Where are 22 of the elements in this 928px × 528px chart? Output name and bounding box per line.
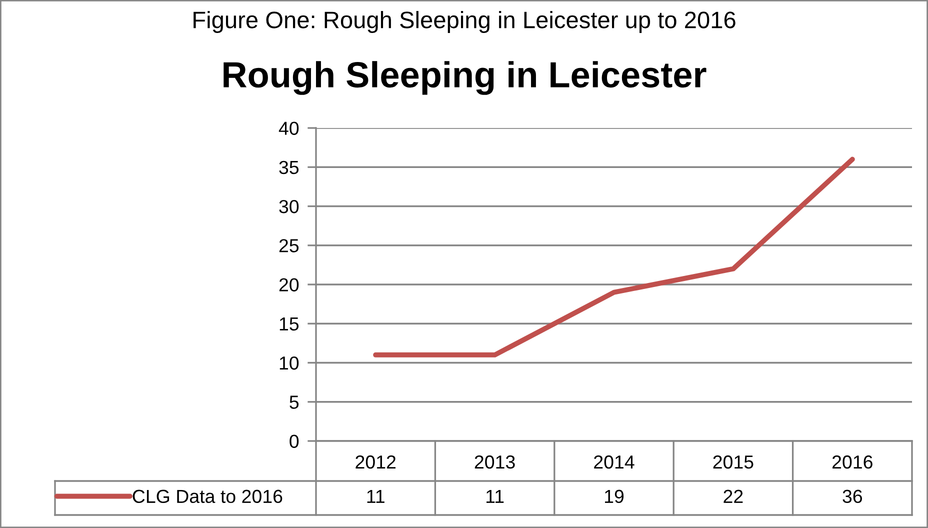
y-tick-label: 40	[278, 122, 299, 135]
x-tick-label: 2016	[832, 455, 872, 469]
data-label: 19	[605, 490, 624, 504]
y-tick-label: 30	[279, 200, 299, 214]
text: Figure One: Rough Sleeping in Leicester up to 2016	[194, 10, 736, 34]
data-label: 11	[486, 490, 504, 503]
y-tick-label: 15	[280, 318, 299, 331]
y-tick-label: 0	[290, 434, 299, 448]
x-tick-label: 2012	[356, 455, 396, 469]
legend-label: CLG Data to 2016	[132, 490, 282, 504]
y-tick-label: 10	[280, 356, 299, 370]
data-label: 36	[842, 490, 862, 504]
x-tick-label: 2013	[474, 455, 515, 469]
y-tick-label: 5	[290, 396, 299, 409]
chart-title: Rough Sleeping in Leicester	[224, 61, 706, 95]
y-tick-label: 20	[279, 278, 299, 292]
x-tick-label: 2014	[594, 455, 634, 469]
data-label: 22	[724, 490, 743, 503]
data-label: 11	[367, 490, 384, 503]
y-tick-label: 25	[279, 239, 299, 252]
x-tick-label: 2015	[713, 455, 754, 469]
y-tick-label: 35	[279, 160, 299, 174]
